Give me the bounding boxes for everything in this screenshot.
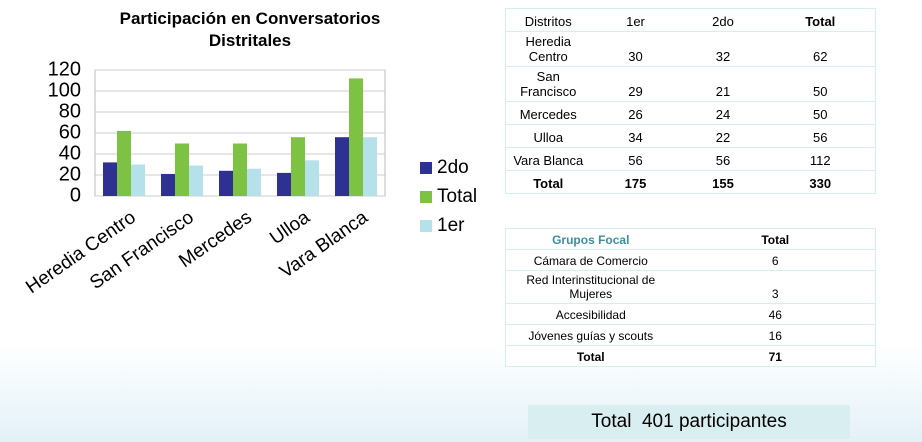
cell: Cámara de Comercio [506,250,676,271]
cell: 26 [591,102,681,125]
cell: Red Interinstitucional de Mujeres [506,271,676,304]
bar [219,171,233,196]
cell: Vara Blanca [506,148,591,171]
cell: San Francisco [506,67,591,102]
cell: 22 [681,125,766,148]
cell: 56 [681,148,766,171]
cell: 34 [591,125,681,148]
bar [175,144,189,197]
header-cell: 1er [591,9,681,32]
cell: 6 [676,250,876,271]
cell: 56 [591,148,681,171]
legend-swatch [420,220,432,232]
cell: Total [506,171,591,194]
cell: 50 [766,102,876,125]
cell: 62 [766,32,876,67]
cell: 3 [676,271,876,304]
cell: 175 [591,171,681,194]
slide: Participación en ConversatoriosDistrital… [0,0,922,442]
cell: 46 [676,304,876,325]
cell: 330 [766,171,876,194]
y-tick-label: 60 [59,121,81,143]
cell: 32 [681,32,766,67]
legend-label: 1er [437,215,465,236]
y-tick-label: 120 [48,58,81,80]
cell: Ulloa [506,125,591,148]
cell: 112 [766,148,876,171]
bar [131,165,145,197]
header-cell: Grupos Focal [506,229,676,250]
cell: Jóvenes guías y scouts [506,325,676,346]
footer: Total 401 participantes [528,405,850,439]
cell: Total [506,346,676,367]
bar [247,169,261,196]
y-tick-label: 40 [59,142,81,164]
bar [305,160,319,196]
legend-label: 2do [437,157,469,178]
y-tick-label: 80 [59,100,81,122]
cell: Mercedes [506,102,591,125]
legend-swatch [420,191,432,203]
header-cell: Total [676,229,876,250]
legend-swatch [420,162,432,174]
cell: Accesibilidad [506,304,676,325]
cell: Heredia Centro [506,32,591,67]
bar [189,166,203,196]
bar [335,137,349,196]
cell: 155 [681,171,766,194]
cell: 56 [766,125,876,148]
cell: 50 [766,67,876,102]
y-tick-label: 20 [59,163,81,185]
bar [363,137,377,196]
header-cell: Distritos [506,9,591,32]
cell: 16 [676,325,876,346]
bar [117,131,131,196]
bar [161,174,175,196]
header-cell: 2do [681,9,766,32]
y-tick-label: 0 [70,184,81,206]
bar [277,173,291,196]
header-cell: Total [766,9,876,32]
cell: 24 [681,102,766,125]
bar [233,144,247,197]
y-tick-label: 100 [48,79,81,101]
bar [349,78,363,196]
cell: 30 [591,32,681,67]
cell: 29 [591,67,681,102]
cell: 21 [681,67,766,102]
x-tick-label: Ulloa [266,207,314,249]
bar [291,137,305,196]
legend-label: Total [437,186,477,207]
bar [103,162,117,196]
cell: 71 [676,346,876,367]
